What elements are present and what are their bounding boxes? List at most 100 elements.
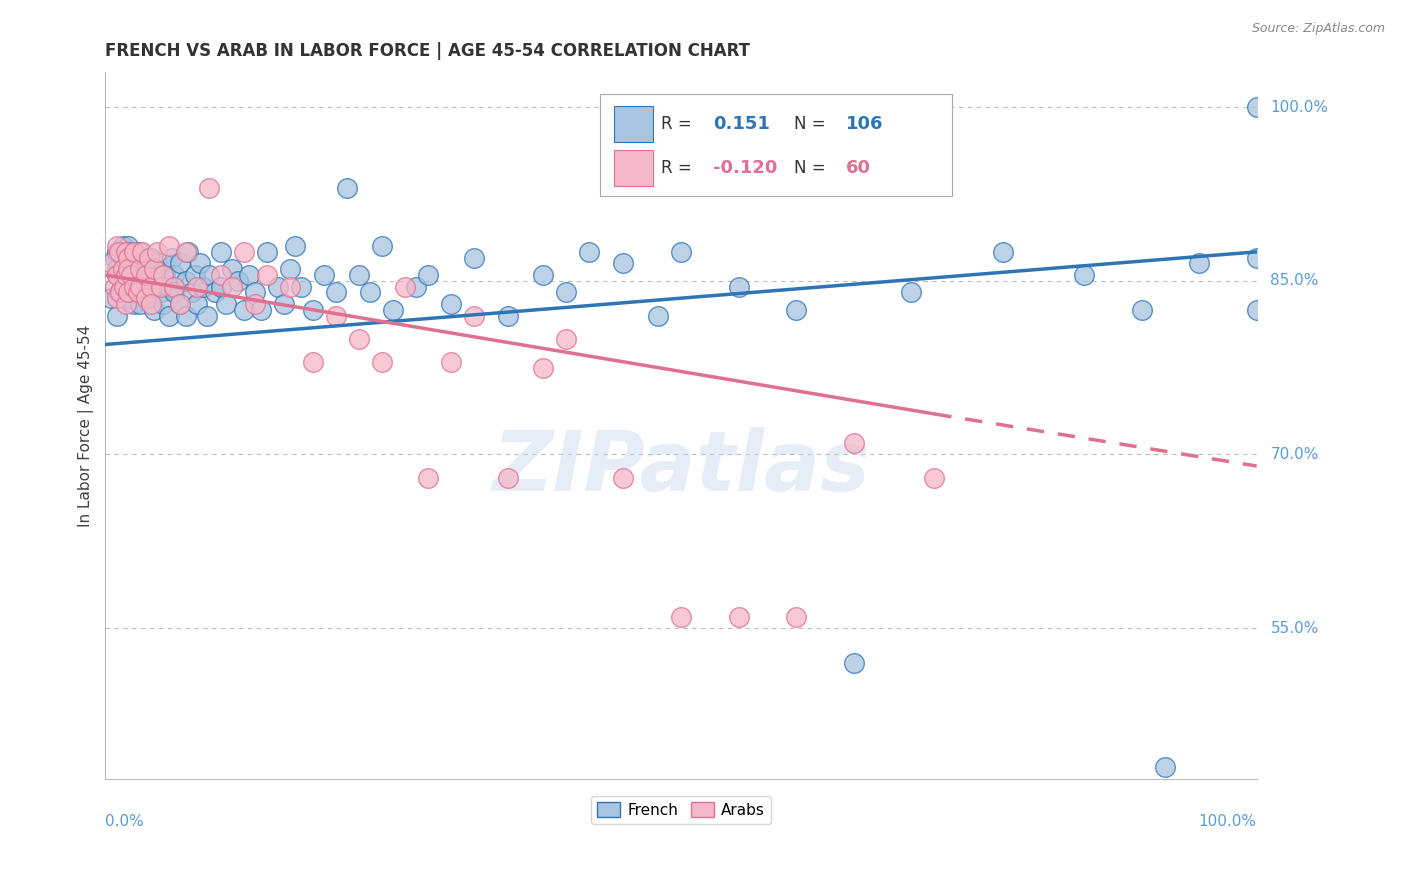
Point xyxy=(1246,302,1268,317)
Point xyxy=(177,244,200,259)
Point xyxy=(122,244,145,259)
Point xyxy=(273,297,295,311)
Point xyxy=(394,279,416,293)
Point xyxy=(112,279,135,293)
Point xyxy=(204,285,226,300)
Point xyxy=(105,268,128,282)
Point xyxy=(141,297,163,311)
Point xyxy=(993,244,1015,259)
Point xyxy=(1073,268,1095,282)
Point xyxy=(238,268,260,282)
Point xyxy=(842,656,865,670)
Point xyxy=(152,297,174,311)
Point xyxy=(169,256,191,270)
Point xyxy=(142,302,165,317)
FancyBboxPatch shape xyxy=(614,150,654,186)
Point xyxy=(105,262,128,277)
Point xyxy=(531,268,554,282)
Point xyxy=(117,285,139,300)
Point xyxy=(115,244,138,259)
Point xyxy=(554,332,576,346)
Y-axis label: In Labor Force | Age 45-54: In Labor Force | Age 45-54 xyxy=(79,325,94,526)
Point xyxy=(370,355,392,369)
Point xyxy=(111,274,134,288)
Point xyxy=(117,285,139,300)
Point xyxy=(149,279,172,293)
Point xyxy=(221,262,243,277)
Point xyxy=(498,309,520,323)
Point xyxy=(785,302,807,317)
Text: 55.0%: 55.0% xyxy=(1271,621,1319,636)
Point xyxy=(195,309,218,323)
Point xyxy=(900,285,922,300)
Text: 100.0%: 100.0% xyxy=(1271,100,1329,115)
Point xyxy=(105,239,128,253)
Point xyxy=(127,285,149,300)
Point xyxy=(647,309,669,323)
Point xyxy=(120,256,142,270)
Point xyxy=(117,239,139,253)
Point xyxy=(416,268,439,282)
Point xyxy=(347,268,370,282)
Point xyxy=(1246,100,1268,114)
Point xyxy=(1153,760,1175,774)
Point xyxy=(152,268,174,282)
Point xyxy=(104,279,127,293)
Point xyxy=(727,609,749,624)
Point xyxy=(1246,251,1268,265)
Point xyxy=(129,279,152,293)
Point xyxy=(256,244,278,259)
Point xyxy=(180,285,202,300)
Point xyxy=(612,256,634,270)
Point xyxy=(105,309,128,323)
Point xyxy=(131,244,153,259)
Point xyxy=(301,355,323,369)
Point xyxy=(188,256,211,270)
Point xyxy=(174,274,197,288)
Text: R =: R = xyxy=(661,159,697,177)
Point xyxy=(215,297,238,311)
Point xyxy=(359,285,381,300)
Point xyxy=(174,309,197,323)
Point xyxy=(209,244,232,259)
Text: 85.0%: 85.0% xyxy=(1271,273,1319,288)
Point xyxy=(160,251,183,265)
Point xyxy=(157,279,180,293)
Point xyxy=(209,268,232,282)
Point xyxy=(232,244,254,259)
Text: R =: R = xyxy=(661,115,697,133)
Point xyxy=(127,285,149,300)
Point xyxy=(727,279,749,293)
Text: N =: N = xyxy=(794,115,831,133)
Point xyxy=(108,244,131,259)
Point xyxy=(1188,256,1211,270)
Point xyxy=(463,251,485,265)
Point xyxy=(104,251,127,265)
Point xyxy=(284,239,307,253)
Point xyxy=(122,274,145,288)
Text: ZIPatlas: ZIPatlas xyxy=(492,427,870,508)
Point xyxy=(198,268,221,282)
Point xyxy=(267,279,290,293)
Point xyxy=(115,268,138,282)
Point xyxy=(131,256,153,270)
Point xyxy=(198,181,221,195)
Point xyxy=(669,244,692,259)
Point xyxy=(155,268,177,282)
Text: 60: 60 xyxy=(845,159,870,177)
Point xyxy=(157,309,180,323)
Point xyxy=(129,297,152,311)
Point xyxy=(146,279,169,293)
Point xyxy=(440,355,463,369)
Point xyxy=(174,244,197,259)
Point xyxy=(1130,302,1153,317)
Point xyxy=(138,251,160,265)
Point xyxy=(135,291,157,305)
Point xyxy=(416,470,439,484)
Point xyxy=(129,279,152,293)
FancyBboxPatch shape xyxy=(614,106,654,142)
Point xyxy=(193,279,215,293)
Text: 0.151: 0.151 xyxy=(713,115,770,133)
Point xyxy=(122,297,145,311)
Point xyxy=(243,285,266,300)
